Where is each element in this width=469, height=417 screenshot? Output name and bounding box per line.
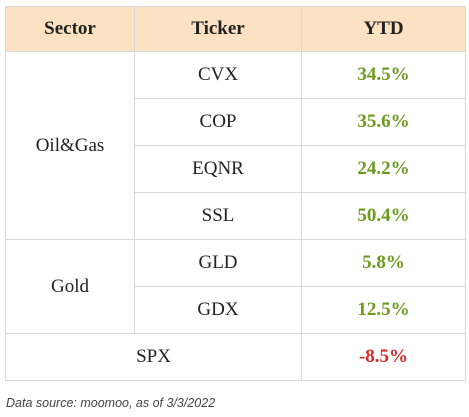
ytd-cell: 12.5% [301,286,466,334]
ticker-cell: GLD [134,239,302,287]
performance-table: Sector Ticker YTD Oil&Gas CVX 34.5% COP … [5,6,466,381]
table-row: Gold GLD 5.8% [5,239,466,334]
header-row: Sector Ticker YTD [5,6,466,52]
ytd-cell: 50.4% [301,192,466,240]
header-ytd: YTD [301,6,466,52]
header-ticker: Ticker [134,6,302,52]
benchmark-ytd: -8.5% [301,333,466,381]
table-header: Sector Ticker YTD [5,6,466,52]
benchmark-label: SPX [5,333,302,381]
ytd-cell: 35.6% [301,98,466,146]
table-row: SSL 50.4% [6,192,466,240]
data-source-note: Data source: moomoo, as of 3/3/2022 [6,396,216,410]
ticker-cell: CVX [134,51,302,99]
ticker-cell: GDX [134,286,302,334]
table-row: COP 35.6% [6,98,466,146]
table-row: EQNR 24.2% [6,145,466,193]
benchmark-row: SPX -8.5% [5,333,466,381]
header-sector: Sector [5,6,135,52]
ytd-cell: 34.5% [301,51,466,99]
ticker-cell: COP [134,98,302,146]
ytd-cell: 24.2% [301,145,466,193]
sector-oil-gas: Oil&Gas [5,51,135,240]
table-row: Oil&Gas CVX 34.5% [5,51,466,240]
table-row: GDX 12.5% [6,286,466,334]
table-body: Oil&Gas CVX 34.5% COP 35.6% EQNR 24.2% S… [5,51,466,381]
ticker-cell: EQNR [134,145,302,193]
sector-gold: Gold [5,239,135,334]
ytd-cell: 5.8% [301,239,466,287]
ticker-cell: SSL [134,192,302,240]
